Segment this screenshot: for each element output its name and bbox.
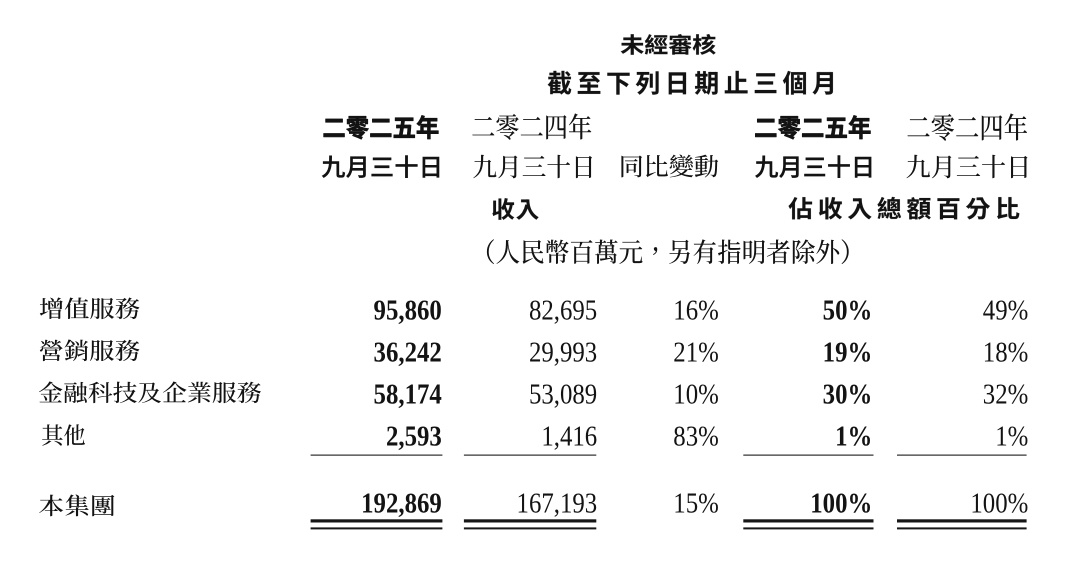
svg-text:95,860: 95,860 <box>374 294 442 326</box>
svg-text:1%: 1% <box>995 420 1028 452</box>
svg-text:49%: 49% <box>983 294 1028 326</box>
svg-text:1,416: 1,416 <box>541 420 597 452</box>
svg-text:83%: 83% <box>673 420 718 452</box>
svg-text:50%: 50% <box>823 294 873 326</box>
svg-text:15%: 15% <box>673 487 718 519</box>
svg-text:10%: 10% <box>673 378 718 410</box>
svg-text:100%: 100% <box>810 487 872 519</box>
svg-text:58,174: 58,174 <box>374 378 442 410</box>
svg-text:16%: 16% <box>673 294 718 326</box>
svg-text:19%: 19% <box>823 336 873 368</box>
svg-text:192,869: 192,869 <box>361 487 442 519</box>
svg-text:82,695: 82,695 <box>529 294 597 326</box>
svg-text:53,089: 53,089 <box>529 378 597 410</box>
svg-text:32%: 32% <box>983 378 1028 410</box>
svg-text:21%: 21% <box>673 336 718 368</box>
svg-text:2,593: 2,593 <box>386 420 442 452</box>
svg-text:30%: 30% <box>823 378 873 410</box>
svg-text:36,242: 36,242 <box>374 336 442 368</box>
svg-text:167,193: 167,193 <box>517 487 598 519</box>
svg-text:1%: 1% <box>835 420 872 452</box>
svg-text:100%: 100% <box>970 487 1028 519</box>
svg-text:18%: 18% <box>983 336 1028 368</box>
svg-text:29,993: 29,993 <box>529 336 597 368</box>
